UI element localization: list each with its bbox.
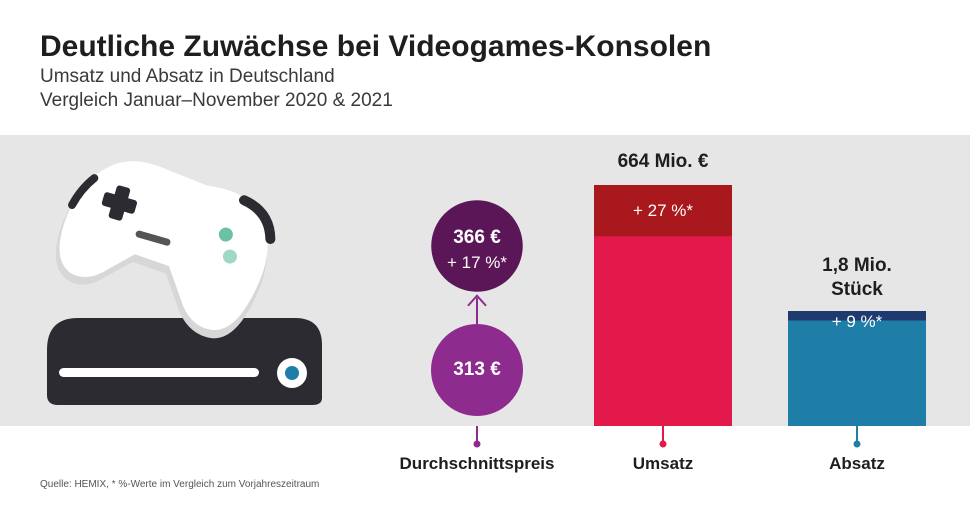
absatz-growth-label: + 9 %* bbox=[831, 312, 883, 331]
category-label-absatz: Absatz bbox=[829, 454, 885, 473]
price-2020-label: 313 € bbox=[453, 359, 501, 380]
price-stem-dot bbox=[473, 440, 481, 448]
absatz-bar bbox=[788, 311, 926, 426]
price-2021-bubble bbox=[431, 200, 523, 292]
umsatz-growth-segment bbox=[594, 185, 732, 237]
category-label-durchschnittspreis: Durchschnittspreis bbox=[399, 454, 555, 473]
chart-subtitle-line2: Vergleich Januar–November 2020 & 2021 bbox=[40, 90, 393, 111]
game-console-icon bbox=[47, 318, 322, 405]
umsatz-stem-dot bbox=[659, 440, 667, 448]
category-label-umsatz: Umsatz bbox=[632, 454, 694, 473]
game-controller-icon bbox=[55, 161, 276, 339]
umsatz-value-label: 664 Mio. € bbox=[617, 151, 709, 172]
umsatz-growth-label: + 27 %* bbox=[632, 201, 694, 220]
price-2021-label: 366 € bbox=[453, 227, 501, 248]
absatz-value-label-line2: Stück bbox=[831, 279, 883, 300]
absatz-stem-dot bbox=[853, 440, 861, 448]
absatz-value-label-line1: 1,8 Mio. bbox=[822, 255, 892, 276]
price-arrow-head bbox=[467, 294, 487, 307]
price-2020-bubble bbox=[431, 324, 523, 416]
price-growth-label: + 17 %* bbox=[446, 253, 508, 272]
chart-subtitle-line1: Umsatz und Absatz in Deutschland bbox=[40, 66, 335, 87]
chart-title: Deutliche Zuwächse bei Videogames-Konsol… bbox=[40, 30, 712, 63]
source-note: Quelle: HEMIX, * %-Werte im Vergleich zu… bbox=[40, 479, 320, 490]
absatz-growth-segment bbox=[788, 311, 926, 321]
